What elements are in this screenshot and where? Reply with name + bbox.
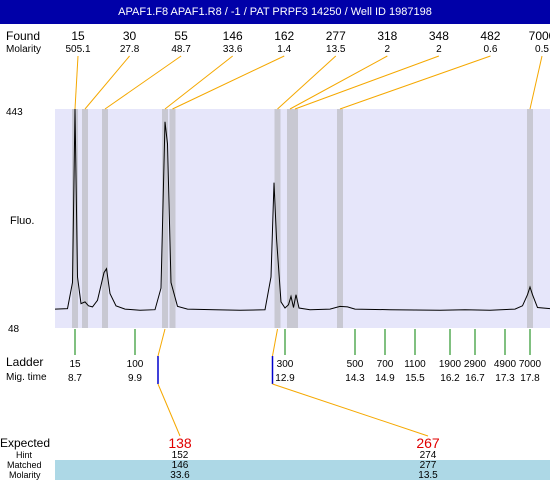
ladder-size: 500	[347, 359, 364, 370]
found-peak-connector	[529, 55, 543, 110]
found-peak-connector	[294, 55, 440, 110]
found-peak-band	[72, 109, 78, 328]
molarity-row-label: Molarity	[6, 44, 41, 55]
found-peak-band	[102, 109, 108, 328]
found-peak-molarity: 0.5	[535, 44, 549, 55]
mig-time-row-label: Mig. time	[6, 372, 47, 383]
ladder-mig-time: 16.2	[440, 373, 460, 384]
window-title: APAF1.F8 APAF1.R8 / -1 / PAT PRPF3 14250…	[0, 0, 550, 24]
ladder-mig-time: 9.9	[128, 373, 142, 384]
matched-row-label: Matched	[7, 460, 42, 470]
found-peak-band	[274, 109, 281, 328]
y-tick-bottom: 48	[8, 324, 20, 335]
found-peak-size: 55	[174, 29, 188, 43]
found-peak-size: 348	[429, 29, 449, 43]
expected-connector	[272, 383, 429, 437]
found-peak-band	[287, 109, 293, 328]
found-row-label: Found	[6, 29, 40, 43]
found-peak-connector	[74, 55, 79, 110]
plot-area	[55, 109, 550, 328]
expected-connector	[272, 328, 278, 357]
ladder-size: 1900	[439, 359, 462, 370]
found-peak-connector	[172, 55, 285, 110]
found-peak-molarity: 33.6	[223, 44, 243, 55]
found-peak-band	[337, 109, 343, 328]
found-peak-molarity: 1.4	[277, 44, 291, 55]
found-peak-band	[527, 109, 533, 328]
fluorescence-trace	[54, 108, 550, 311]
found-peak-size: 318	[377, 29, 397, 43]
molarity-row-band	[55, 470, 550, 480]
ladder-size: 700	[377, 359, 394, 370]
expected-row-label: Expected	[0, 436, 50, 450]
ladder-size: 15	[69, 359, 81, 370]
ladder-size: 1100	[404, 359, 426, 370]
found-peak-molarity: 13.5	[326, 44, 346, 55]
found-peak-molarity: 27.8	[120, 44, 140, 55]
found-peak-molarity: 505.1	[65, 44, 90, 55]
expected-matched: 277	[420, 460, 437, 471]
found-peak-band	[162, 109, 168, 328]
expected-matched: 146	[172, 460, 189, 471]
expected-size: 138	[168, 435, 192, 451]
expected-hint: 152	[172, 450, 189, 461]
found-peak-size: 277	[326, 29, 346, 43]
found-peak-connector	[289, 55, 388, 110]
found-peak-size: 162	[274, 29, 294, 43]
ladder-row-label: Ladder	[6, 355, 43, 369]
expected-hint: 274	[420, 450, 437, 461]
ladder-mig-time: 12.9	[275, 373, 295, 384]
found-peak-size: 146	[223, 29, 243, 43]
expected-size: 267	[416, 435, 440, 451]
ladder-mig-time: 15.5	[405, 373, 425, 384]
found-peak-molarity: 48.7	[171, 44, 191, 55]
found-peak-size: 482	[480, 29, 500, 43]
ladder-mig-time: 17.8	[520, 373, 540, 384]
ladder-size: 100	[127, 359, 144, 370]
found-peak-connector	[164, 55, 233, 110]
ladder-size: 4900	[494, 359, 517, 370]
expected-connector	[157, 328, 166, 357]
ladder-mig-time: 14.9	[375, 373, 395, 384]
ladder-size: 2900	[464, 359, 487, 370]
ladder-mig-time: 8.7	[68, 373, 82, 384]
expected-molarity: 33.6	[170, 470, 190, 480]
found-peak-connector	[84, 55, 130, 110]
expected-connector	[157, 383, 181, 437]
found-peak-connector	[277, 55, 337, 110]
found-peak-molarity: 2	[436, 44, 442, 55]
expected-molarity: 13.5	[418, 470, 438, 480]
found-peak-molarity: 0.6	[483, 44, 497, 55]
ladder-size: 300	[277, 359, 294, 370]
found-peak-size: 7000	[529, 29, 550, 43]
ladder-mig-time: 14.3	[345, 373, 365, 384]
found-peak-size: 30	[123, 29, 137, 43]
matched-row-band	[55, 460, 550, 470]
found-peak-band	[292, 109, 298, 328]
ladder-mig-time: 17.3	[495, 373, 515, 384]
found-peak-connector	[104, 55, 182, 110]
found-peak-size: 15	[71, 29, 85, 43]
found-peak-connector	[339, 55, 491, 110]
y-axis-label: Fluo.	[10, 215, 34, 227]
found-peak-molarity: 2	[385, 44, 391, 55]
hint-row-label: Hint	[16, 450, 33, 460]
ladder-size: 7000	[519, 359, 542, 370]
molarity-bottom-row-label: Molarity	[9, 470, 41, 480]
y-tick-top: 443	[6, 107, 23, 118]
found-peak-band	[82, 109, 88, 328]
ladder-mig-time: 16.7	[465, 373, 485, 384]
found-peak-band	[169, 109, 176, 328]
